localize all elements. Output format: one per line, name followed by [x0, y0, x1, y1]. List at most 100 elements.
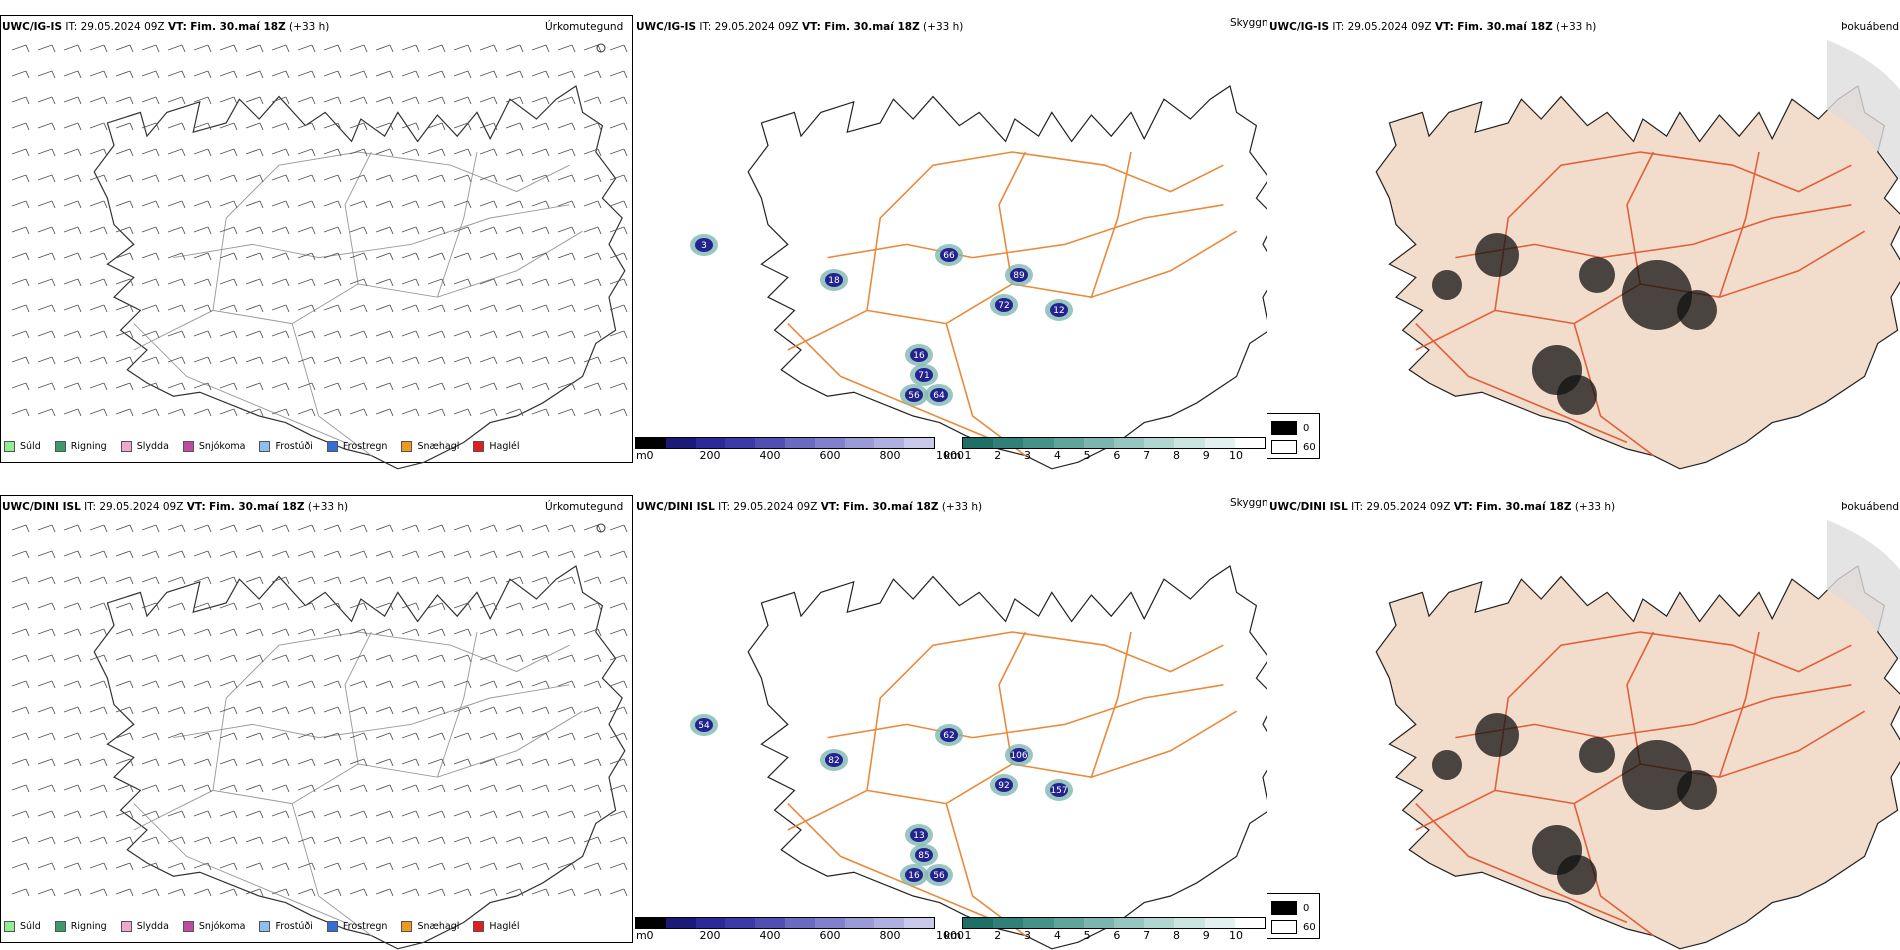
tick-label: 9 — [1202, 929, 1210, 942]
wind-barb — [427, 356, 446, 365]
wind-barb — [375, 576, 394, 585]
wind-barb — [297, 148, 316, 157]
wind-barb — [37, 862, 56, 871]
wind-barb — [193, 524, 212, 533]
legend-label: Súld — [20, 921, 41, 932]
wind-barb — [193, 602, 212, 611]
wind-barb — [557, 44, 576, 53]
wind-barb — [323, 148, 342, 157]
wind-barb — [375, 680, 394, 689]
wind-barb — [557, 148, 576, 157]
wind-barb — [167, 96, 186, 105]
wind-barb — [115, 654, 134, 663]
wind-barb — [115, 44, 134, 53]
wind-barb — [323, 862, 342, 871]
wind-barb — [115, 758, 134, 767]
wind-barb — [63, 226, 82, 235]
wind-barb — [141, 70, 160, 79]
wind-barb — [401, 706, 420, 715]
road-line — [1626, 151, 1655, 285]
wind-barb — [349, 408, 368, 417]
wind-barb — [115, 784, 134, 793]
wind-barb — [297, 174, 316, 183]
wind-barb — [11, 706, 30, 715]
wind-barb — [11, 304, 30, 313]
road-line — [436, 151, 478, 298]
colorbar-step — [814, 438, 845, 448]
wind-barb — [245, 122, 264, 131]
wind-barb — [219, 810, 238, 819]
colorbar-step — [784, 918, 815, 928]
wind-barb — [349, 96, 368, 105]
tick-label: 8 — [1172, 929, 1180, 942]
legend-label: Frostregn — [342, 441, 388, 452]
road-line — [998, 151, 1027, 285]
wind-barb — [167, 408, 186, 417]
wind-barb — [141, 732, 160, 741]
wind-barb — [531, 148, 550, 157]
wind-barb — [167, 174, 186, 183]
wind-barb — [323, 174, 342, 183]
wind-barb — [89, 784, 108, 793]
wind-barb — [115, 602, 134, 611]
legend-label: Haglél — [489, 441, 520, 452]
it-label: IT: — [1351, 501, 1364, 513]
ceiling-patch — [1010, 748, 1028, 762]
wind-barb — [557, 70, 576, 79]
colorbar-step — [784, 438, 815, 448]
wind-barb — [349, 862, 368, 871]
wind-barb — [141, 862, 160, 871]
wind-barb — [505, 862, 524, 871]
wind-barb — [505, 550, 524, 559]
wind-barb — [297, 576, 316, 585]
wind-barb — [193, 836, 212, 845]
wind-barb — [219, 330, 238, 339]
tick-label: 200 — [699, 929, 721, 942]
wind-barb — [11, 732, 30, 741]
wind-barb — [245, 408, 264, 417]
it-label: IT: — [1332, 21, 1345, 33]
wind-barb — [11, 356, 30, 365]
wind-barb — [11, 810, 30, 819]
wind-barb — [531, 304, 550, 313]
wind-barb — [427, 576, 446, 585]
wind-barb — [323, 576, 342, 585]
wind-barb — [557, 706, 576, 715]
precip-type-name: Úrkomutegund — [545, 501, 624, 513]
wind-barb — [531, 654, 550, 663]
wind-barb — [11, 628, 30, 637]
wind-barb — [479, 304, 498, 313]
lead-time: (+33 h) — [289, 21, 330, 33]
fog-legend: 0 60 — [1267, 893, 1320, 939]
tick-label: 0 — [646, 449, 654, 462]
wind-barb — [271, 628, 290, 637]
wind-barb — [193, 148, 212, 157]
wind-barb — [115, 732, 134, 741]
wind-barb — [245, 810, 264, 819]
ceiling-patch — [695, 238, 713, 252]
wind-barb — [427, 148, 446, 157]
wind-barb — [245, 758, 264, 767]
wind-barb — [63, 356, 82, 365]
offshore-fog — [1827, 520, 1900, 660]
wind-barb — [375, 382, 394, 391]
wind-barb — [583, 408, 602, 417]
wind-barb — [609, 836, 628, 845]
tick-label: 7 — [1143, 929, 1151, 942]
ceiling-patch — [910, 828, 928, 842]
wind-barb — [323, 628, 342, 637]
colorbar-step — [1234, 918, 1266, 928]
wind-barb — [323, 732, 342, 741]
wind-barb — [453, 200, 472, 209]
tick-label: 7 — [1143, 449, 1151, 462]
wind-barb — [193, 382, 212, 391]
colorbar-step — [1174, 918, 1205, 928]
wind-barb — [245, 148, 264, 157]
wind-barb — [219, 408, 238, 417]
wind-barb — [89, 200, 108, 209]
wind-barb — [323, 382, 342, 391]
wind-barb — [427, 836, 446, 845]
wind-barb — [141, 576, 160, 585]
wind-barb — [141, 278, 160, 287]
